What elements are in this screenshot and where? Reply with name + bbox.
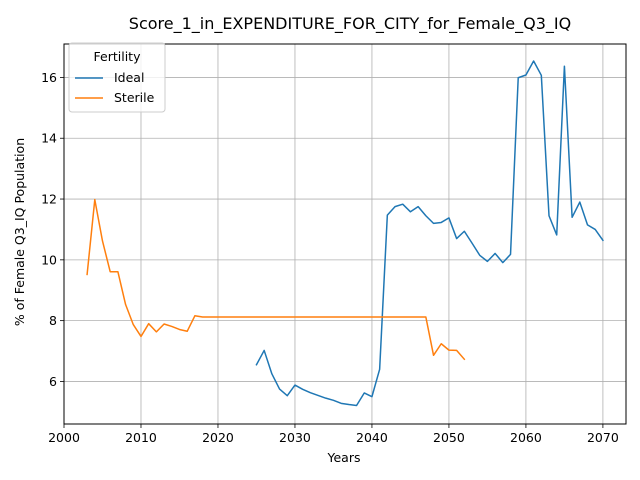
y-tick-label: 6	[49, 374, 57, 389]
y-tick-label: 10	[41, 252, 57, 267]
legend-label-ideal: Ideal	[114, 70, 144, 85]
chart-title: Score_1_in_EXPENDITURE_FOR_CITY_for_Fema…	[129, 14, 571, 34]
series-line-sterile	[86, 198, 466, 361]
plot-frame	[63, 43, 627, 425]
y-tick-label: 12	[41, 192, 57, 207]
grid	[63, 44, 626, 424]
series-line-ideal	[255, 60, 604, 407]
axis-ticks: 2000 2010 2020 2030 2040 2050 2060 2070 6 8 10 12 14…	[41, 70, 619, 445]
y-tick-label: 8	[49, 313, 57, 328]
x-tick-label: 2010	[125, 430, 157, 445]
x-tick-label: 2070	[587, 430, 619, 445]
x-tick-label: 2040	[356, 430, 388, 445]
x-axis-label: Years	[327, 450, 361, 465]
y-tick-label: 16	[41, 70, 57, 85]
y-axis-label: % of Female Q3_IQ Population	[12, 138, 27, 326]
series-lines	[86, 60, 604, 407]
x-tick-label: 2060	[510, 430, 542, 445]
legend-title: Fertility	[94, 49, 142, 64]
legend-label-sterile: Sterile	[114, 90, 155, 105]
x-tick-label: 2050	[433, 430, 465, 445]
legend-box	[68, 42, 166, 113]
legend: Fertility Ideal Sterile	[68, 42, 166, 113]
y-tick-label: 14	[41, 131, 57, 146]
x-tick-label: 2000	[48, 430, 80, 445]
x-tick-label: 2030	[279, 430, 311, 445]
x-tick-label: 2020	[202, 430, 234, 445]
